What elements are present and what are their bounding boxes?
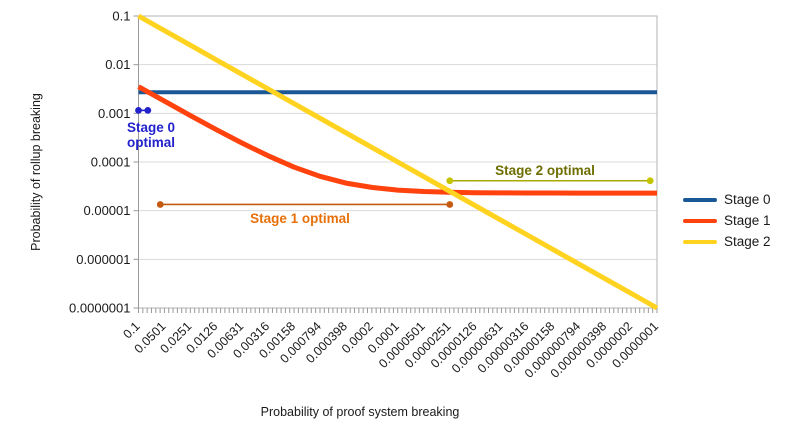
stage-2-optimal-endpoint-dot [446,177,454,185]
legend-swatch-stage-1 [683,218,717,223]
annotation-stage-0-optimal-line1: Stage 0 [126,120,176,135]
x-axis-title: Probability of proof system breaking [260,405,460,419]
legend-item-stage-1: Stage 1 [683,210,771,231]
series-line-stage-2 [137,13,659,311]
stage-1-optimal-endpoint-dot [446,201,454,208]
legend-label-stage-2: Stage 2 [724,234,771,249]
annotation-stage-2-optimal: Stage 2 optimal [495,163,595,178]
y-tick-label: 0.0000001 [69,301,130,316]
y-tick-label: 0.01 [105,57,130,72]
legend-swatch-stage-2 [683,239,717,244]
y-tick-label: 0.001 [98,106,131,121]
annotation-stage-0-optimal: Stage 0 optimal [127,120,175,150]
stage-0-optimal-endpoint-dot [144,106,152,114]
series-line-stage-1 [137,84,657,196]
y-tick-label: 0.0001 [91,155,131,170]
stage-2-optimal-endpoint-dot [646,177,654,185]
y-tick-label: 0.00001 [84,203,131,218]
legend-item-stage-0: Stage 0 [683,189,771,210]
legend-label-stage-1: Stage 1 [724,213,771,228]
legend-label-stage-0: Stage 0 [724,192,771,207]
stage-1-optimal-endpoint-dot [156,201,164,208]
annotation-stage-0-optimal-line2: optimal [126,135,175,150]
y-tick-label: 0.1 [112,9,130,24]
legend-item-stage-2: Stage 2 [683,231,771,252]
annotation-stage-1-optimal: Stage 1 optimal [250,211,350,226]
legend: Stage 0 Stage 1 Stage 2 [683,189,771,252]
y-tick-label: 0.000001 [76,252,130,267]
legend-swatch-stage-0 [683,197,717,202]
y-axis-title: Probability of rollup breaking [29,93,43,251]
stage-0-optimal-endpoint-dot [135,106,142,114]
